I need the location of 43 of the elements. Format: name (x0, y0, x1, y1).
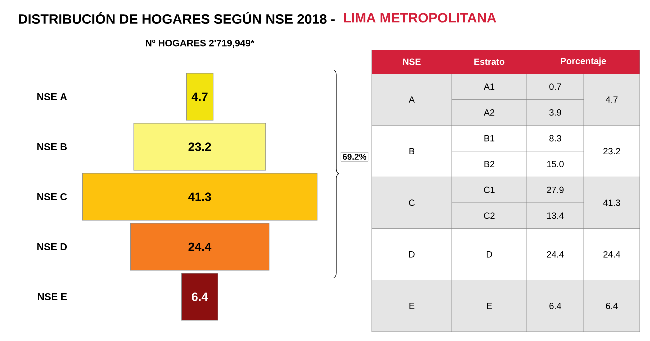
text: Estrato (474, 58, 505, 66)
data-label: 23.2 (188, 142, 212, 152)
data-label: 0.7 (550, 84, 562, 90)
category-label: A1 (484, 84, 495, 90)
category-label: A (409, 96, 415, 103)
text: 24.4 (604, 251, 620, 258)
data-label: 41.3 (188, 192, 212, 202)
text: 6.4 (606, 303, 618, 310)
text: 69.2% (343, 154, 367, 160)
category-label: D (486, 252, 492, 258)
category-label: C (409, 200, 415, 206)
data-label: 3.9 (550, 110, 562, 116)
data-label: 24.4 (547, 251, 564, 258)
data-label: 27.9 (547, 186, 564, 194)
category-label: A2 (484, 110, 495, 116)
category-label: C1 (484, 186, 495, 194)
category-label: NSE C (38, 193, 68, 201)
text: DISTRIBUCIÓN DE HOGARES SEGÚN NSE 2018 - (19, 12, 335, 24)
category-label: D (409, 252, 415, 258)
data-label: 15.0 (547, 161, 564, 168)
text: Nº HOGARES 2'719,949* (146, 40, 255, 48)
data-label: 6.4 (550, 303, 562, 310)
category-label: B1 (484, 135, 495, 142)
text: 23.2 (604, 148, 620, 155)
category-label: B2 (484, 161, 495, 168)
text: NSE (403, 58, 421, 66)
category-label: C2 (484, 212, 495, 220)
category-label: NSE A (38, 93, 68, 101)
text: LIMA METROPOLITANA (344, 13, 496, 23)
category-label: NSE E (38, 293, 68, 301)
category-label: B (410, 148, 415, 154)
text: Porcentaje (561, 58, 606, 66)
text: 41.3 (603, 200, 620, 206)
data-label: 13.4 (547, 212, 564, 220)
data-label: 24.4 (188, 242, 212, 252)
category-label: E (487, 303, 492, 310)
category-label: NSE D (38, 243, 68, 251)
text: 4.7 (606, 96, 618, 103)
data-label: 4.7 (192, 92, 208, 102)
data-label: 8.3 (550, 135, 562, 142)
data-label: 6.4 (192, 292, 208, 302)
category-label: NSE B (38, 143, 68, 151)
category-label: E (410, 303, 415, 310)
